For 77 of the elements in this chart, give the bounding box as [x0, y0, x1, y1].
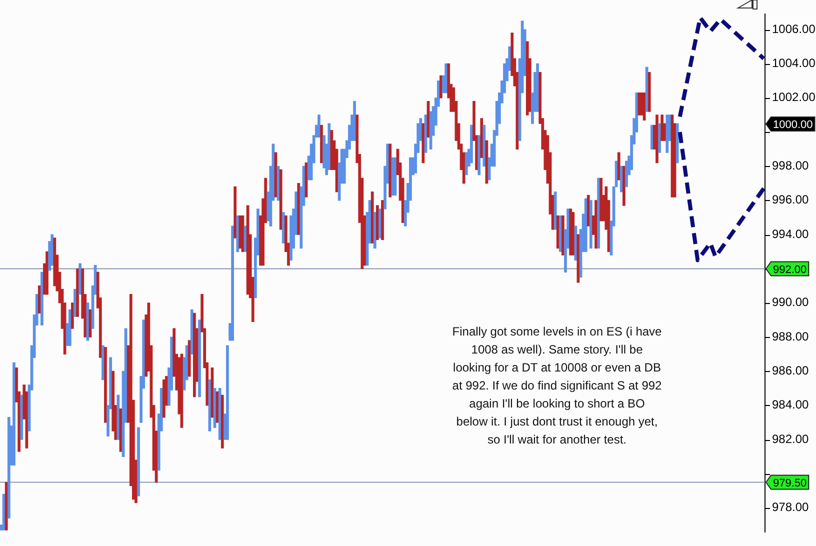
- bar: [226, 345, 229, 440]
- bar: [648, 72, 651, 112]
- bar: [376, 205, 379, 240]
- bar: [600, 178, 602, 222]
- bar: [572, 212, 575, 256]
- bar: [208, 379, 212, 432]
- bar: [353, 100, 356, 141]
- bar: [12, 362, 16, 466]
- bar: [584, 198, 588, 252]
- y-tick-label: 990.00: [772, 295, 810, 310]
- bar: [422, 123, 425, 164]
- y-tick-label: 1002.00: [772, 90, 816, 104]
- bar: [192, 312, 196, 398]
- bar: [440, 75, 442, 98]
- y-tick-label: 986.00: [772, 364, 810, 378]
- bar: [68, 309, 72, 346]
- bar: [656, 114, 658, 164]
- bar: [282, 212, 285, 244]
- bar: [370, 192, 374, 244]
- bar: [162, 379, 166, 418]
- bar: [76, 268, 79, 317]
- bar: [589, 200, 592, 249]
- bar: [658, 123, 661, 153]
- text: 1000.00: [773, 119, 813, 132]
- bar: [660, 114, 664, 141]
- bar: [574, 226, 578, 261]
- ref-line-label: 992.00: [773, 264, 807, 276]
- bar: [464, 152, 468, 176]
- bar: [279, 169, 282, 230]
- y-tick-label: 978.00: [772, 500, 810, 514]
- bar: [220, 394, 224, 448]
- bar: [7, 417, 10, 518]
- bar: [482, 124, 486, 167]
- bar: [586, 194, 590, 226]
- bar: [188, 340, 191, 377]
- y-tick-label: 1004.00: [772, 56, 816, 70]
- y-tick-label: 994.00: [772, 226, 810, 241]
- bar: [238, 215, 242, 249]
- bar: [536, 63, 539, 112]
- bar: [622, 166, 626, 206]
- bar: [597, 178, 600, 249]
- bar: [4, 482, 8, 530]
- bar: [526, 41, 529, 116]
- ref-line-label: 979.50: [773, 477, 807, 490]
- bar: [231, 226, 234, 341]
- bar: [198, 320, 201, 398]
- line-series: [678, 130, 766, 262]
- bar: [320, 124, 323, 164]
- bar: [562, 215, 564, 256]
- y-tick-label: 998.00: [772, 158, 810, 173]
- annotation: Finally got some levels in on ES (i have 1008 as well). Same story. I'll be looking for a DT at 10008 or even a DB at 992. If we do find significant S at 992 again I'll be looking to short a BO below it. I just dont trust it enough yet, so I'll wait for another test.: [452, 324, 662, 446]
- bar: [617, 152, 620, 180]
- bar: [666, 114, 669, 153]
- bar: [554, 192, 557, 230]
- bar: [46, 251, 48, 295]
- bar: [478, 135, 481, 176]
- bar: [391, 157, 394, 196]
- y-tick-label: 984.00: [772, 398, 810, 412]
- bar: [330, 130, 334, 170]
- bar: [480, 118, 484, 158]
- y-tick-label: 1006.00: [772, 22, 816, 36]
- y-tick-label: 988.00: [772, 329, 810, 344]
- bar: [40, 272, 44, 326]
- bar: [381, 200, 384, 240]
- line-series: [678, 16, 766, 119]
- bar: [373, 212, 376, 249]
- y-tick-label: 996.00: [772, 192, 810, 207]
- bar: [388, 144, 392, 198]
- bar: [137, 427, 140, 496]
- bar: [104, 346, 107, 423]
- y-tick-label: 982.00: [772, 432, 810, 446]
- bar: [71, 302, 74, 329]
- bar: [20, 394, 24, 440]
- bar: [470, 124, 473, 164]
- bar: [318, 114, 320, 138]
- bar: [234, 186, 237, 238]
- bar: [218, 388, 222, 440]
